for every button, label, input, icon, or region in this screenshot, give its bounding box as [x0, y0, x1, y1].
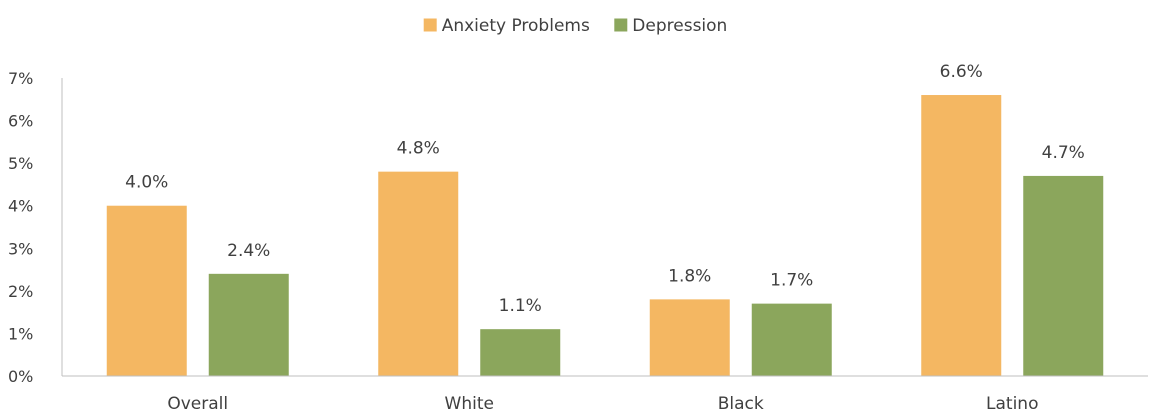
legend-label: Anxiety Problems	[442, 16, 590, 36]
y-tick-label: 5%	[8, 154, 33, 173]
x-axis: Overall White Black Latino	[62, 375, 1148, 414]
y-tick-label: 3%	[8, 239, 33, 258]
data-label: 1.1%	[499, 296, 542, 316]
data-label: 1.7%	[770, 271, 813, 291]
bar-anxiety-problems-white	[378, 171, 459, 376]
data-label: 4.0%	[125, 173, 168, 193]
bar-anxiety-problems-black	[649, 299, 730, 376]
x-tick-label: Black	[718, 394, 764, 414]
y-tick-label: 0%	[8, 367, 33, 386]
bar-depression-black	[751, 303, 832, 376]
y-tick-label: 7%	[8, 69, 33, 88]
y-axis: 0% 1% 2% 3% 4% 5% 6% 7%	[8, 69, 63, 386]
legend-swatch	[614, 18, 628, 32]
bar-series-group: 4.0% 2.4% 4.8% 1.1% 1.8% 1.7% 6.6% 4.7%	[106, 62, 1104, 377]
bar-anxiety-problems-latino	[921, 95, 1002, 377]
y-tick-label: 2%	[8, 282, 33, 301]
y-tick-label: 6%	[8, 112, 33, 131]
data-label: 2.4%	[227, 241, 270, 261]
x-tick-label: Latino	[986, 394, 1038, 414]
legend-label: Depression	[632, 16, 727, 36]
x-tick-label: Overall	[167, 394, 228, 414]
bar-depression-white	[480, 329, 561, 376]
bar-depression-overall	[208, 273, 289, 376]
y-tick-label: 4%	[8, 197, 33, 216]
x-tick-label: White	[445, 394, 494, 414]
bar-depression-latino	[1023, 175, 1104, 376]
data-label: 4.7%	[1042, 143, 1085, 163]
data-label: 1.8%	[668, 266, 711, 286]
data-label: 6.6%	[940, 62, 983, 82]
data-label: 4.8%	[397, 139, 440, 159]
y-tick-label: 1%	[8, 324, 33, 343]
bar-anxiety-problems-overall	[106, 205, 187, 376]
chart-legend: Anxiety Problems Depression	[423, 16, 727, 36]
legend-swatch	[423, 18, 437, 32]
